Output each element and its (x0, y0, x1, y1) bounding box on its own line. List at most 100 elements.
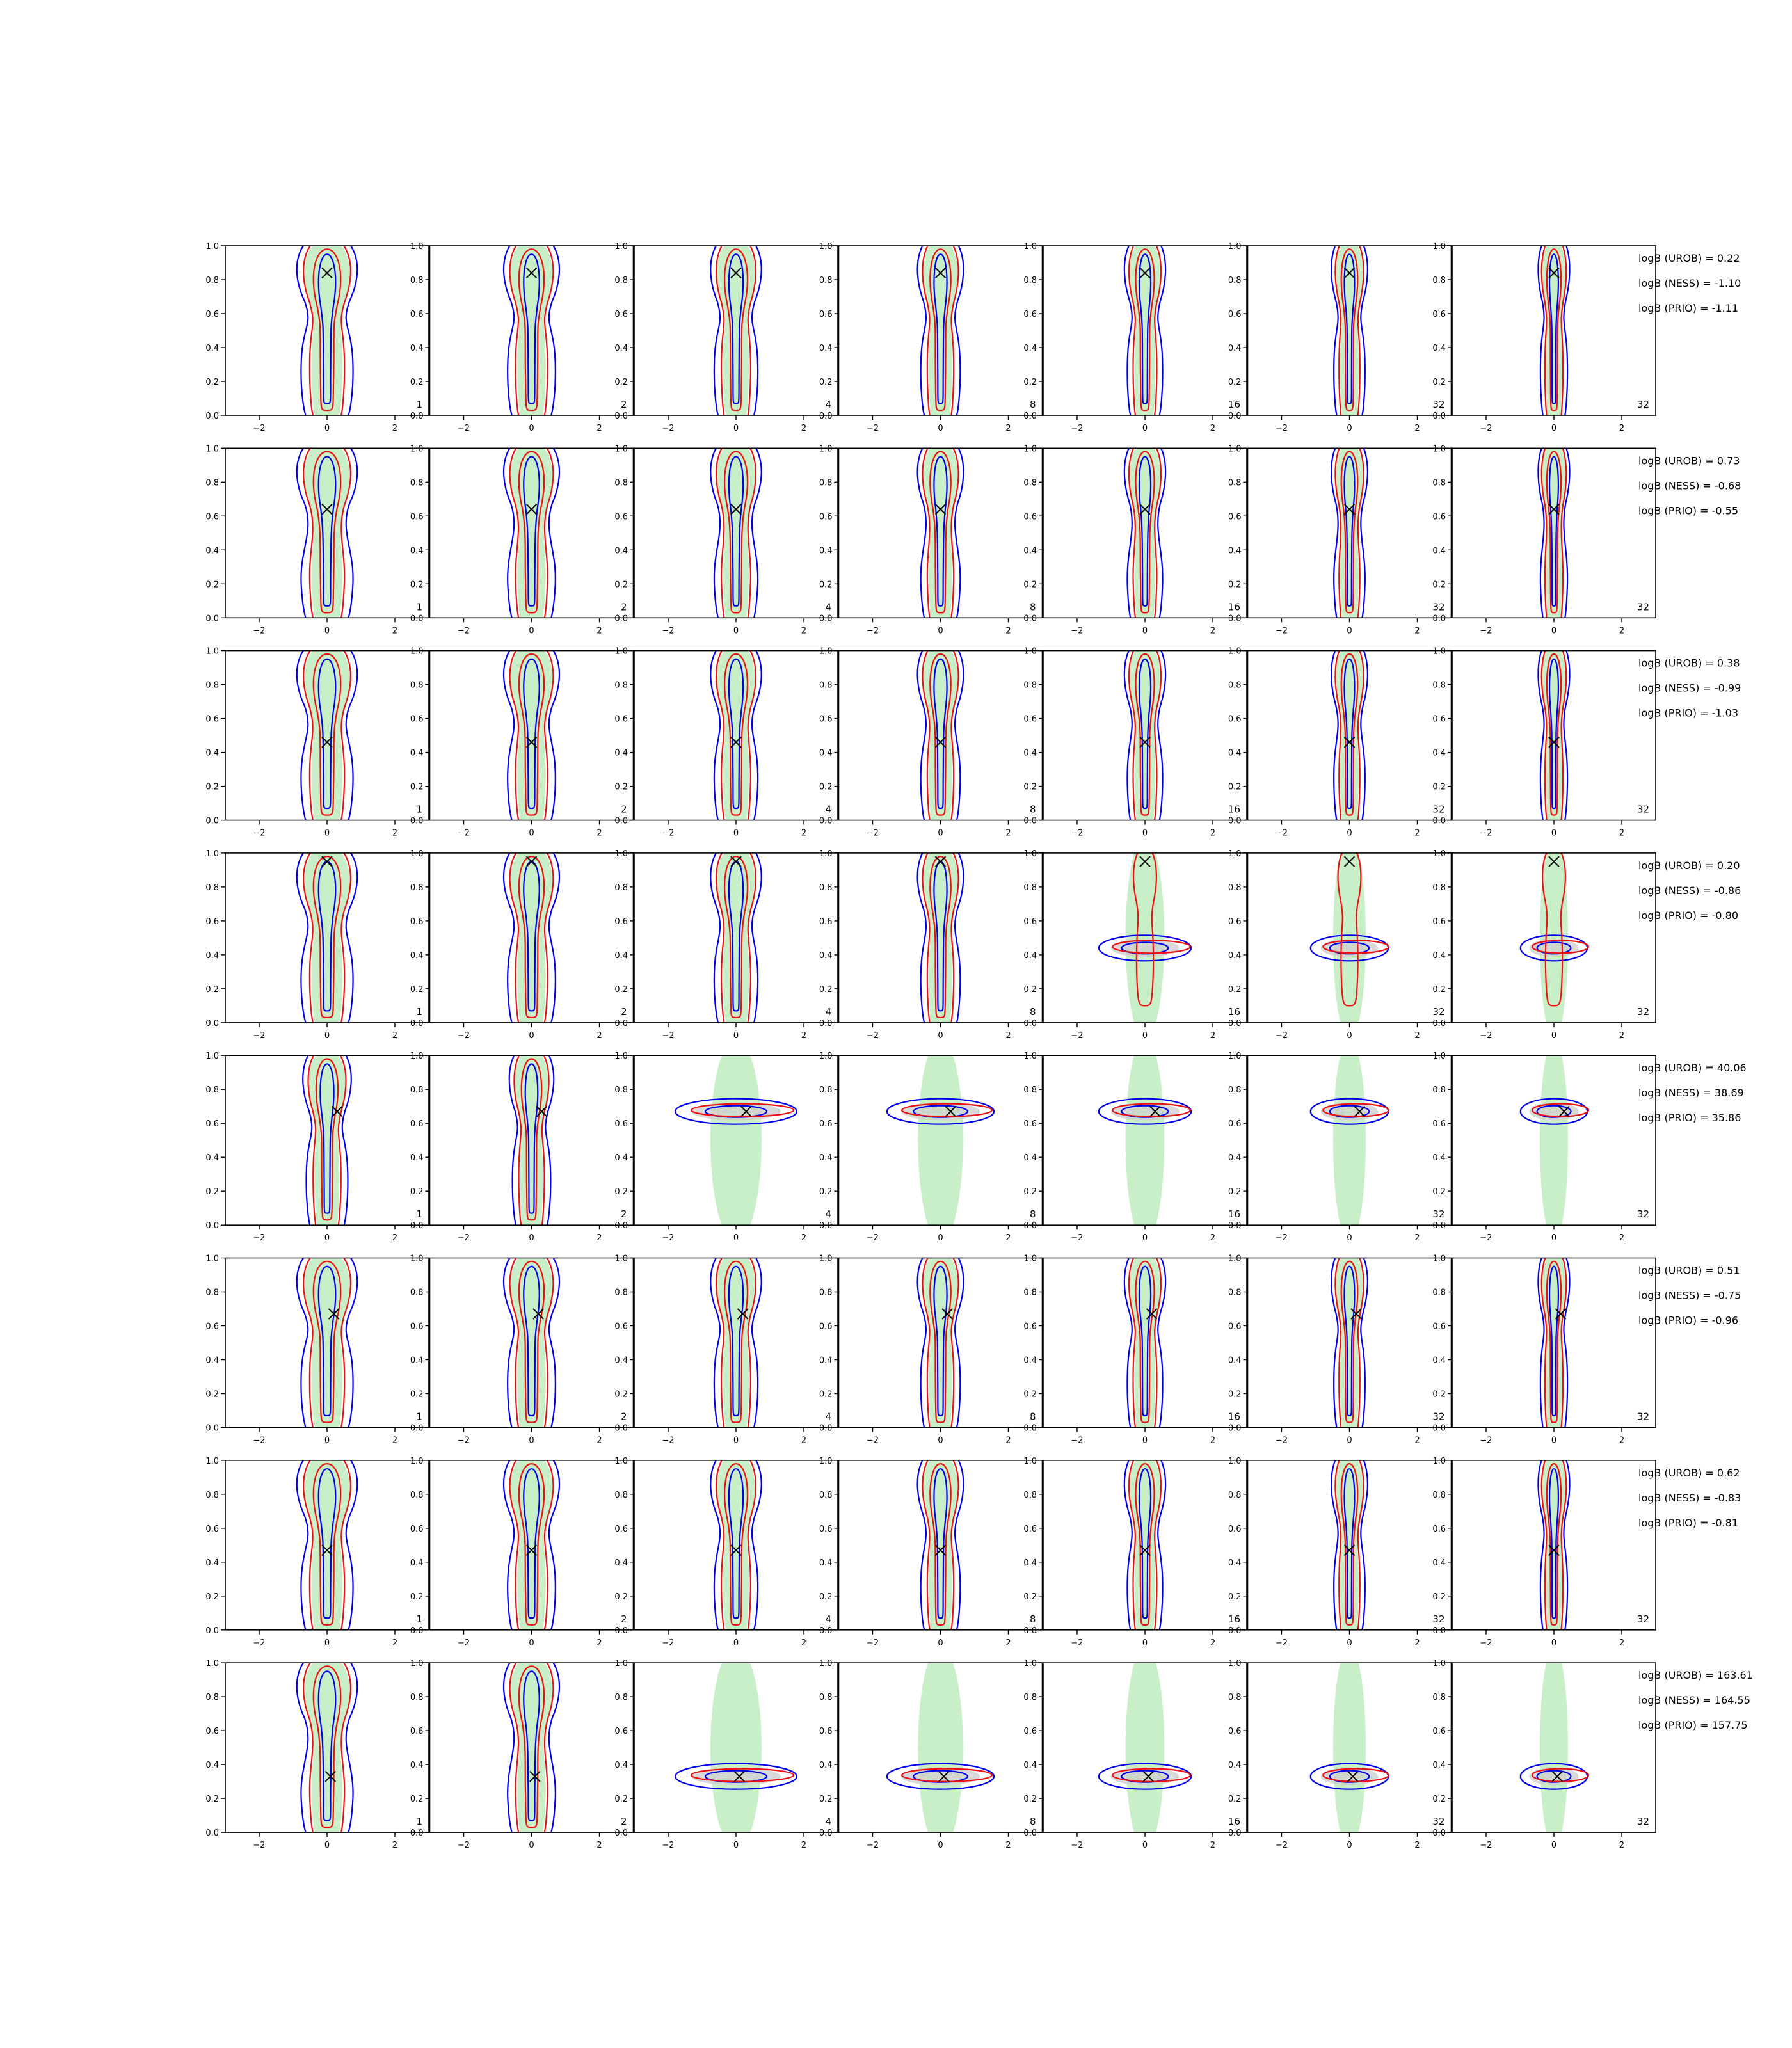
green-density (308, 1055, 346, 1226)
panel-contours (502, 852, 561, 1023)
green-density (510, 1663, 553, 1833)
y-tick-label: 0.2 (1228, 783, 1242, 792)
y-tick-label: 0.8 (205, 1288, 219, 1298)
red-contour-inner (1340, 1462, 1359, 1626)
y-tick-label: 0.6 (205, 715, 219, 724)
green-density (1332, 1055, 1366, 1226)
y-tick-label: 0.6 (205, 512, 219, 522)
panel-contours (1123, 650, 1167, 820)
panel-count-label: 32 (1432, 1006, 1444, 1018)
blue-contour-inner (1343, 456, 1356, 607)
truth-marker (328, 1308, 340, 1320)
x-tick-label: 0 (1551, 424, 1556, 433)
red-contour-inner (1337, 852, 1362, 1007)
truth-marker (1142, 1770, 1155, 1782)
blue-contour-inner (317, 253, 337, 404)
y-tick-label: 0.4 (1023, 1153, 1037, 1163)
panel-r2-c6: 0.0 0.2 0.4 0.6 0.8 1.0 −2 0 2 32 (1228, 444, 1452, 636)
panel-contours (710, 1460, 762, 1630)
y-tick-label: 0.8 (1432, 1288, 1446, 1298)
y-tick-label: 0.2 (205, 580, 219, 589)
panel-count-label: 16 (1228, 1208, 1240, 1220)
x-tick-label: 0 (1347, 1638, 1352, 1648)
panel-r7-c1: 0.0 0.2 0.4 0.6 0.8 1.0 −2 0 2 1 (205, 1457, 429, 1648)
red-contour-outer (1112, 940, 1191, 954)
blue-contour-outer (710, 448, 762, 618)
green-density (1336, 650, 1363, 820)
green-density (717, 246, 755, 415)
panel-count-label: 1 (416, 601, 422, 612)
red-contour-inner (1542, 852, 1566, 1007)
x-tick-label: −2 (1071, 1031, 1083, 1041)
logb-annotation: logB (PRIO) = -1.03 (1638, 707, 1738, 719)
logb-annotation: logB (UROB) = 0.73 (1638, 454, 1740, 467)
y-tick-label: 0.6 (614, 1119, 628, 1129)
blue-contour-outer (502, 1258, 561, 1428)
y-tick-label: 0.2 (1023, 1390, 1037, 1400)
y-tick-label: 0.0 (614, 1424, 628, 1434)
x-tick-label: 0 (324, 1638, 330, 1648)
panel-r1-c7: 0.0 0.2 0.4 0.6 0.8 1.0 −2 0 2 32 (1432, 242, 1656, 433)
x-tick-label: −2 (253, 829, 265, 838)
red-contour-outer (716, 246, 756, 415)
x-tick-label: 0 (938, 626, 943, 636)
panel-r1-c5: 0.0 0.2 0.4 0.6 0.8 1.0 −2 0 2 16 (1023, 242, 1247, 433)
panel-count-label: 2 (621, 399, 627, 410)
truth-marker (730, 856, 742, 867)
panel-count-label: 4 (825, 399, 831, 410)
red-contour-outer (1334, 650, 1364, 820)
panel-count-label: 32 (1637, 1816, 1649, 1827)
truth-marker (1548, 736, 1560, 748)
y-tick-label: 0.0 (1228, 614, 1242, 623)
panel-r8-c3: 0.0 0.2 0.4 0.6 0.8 1.0 −2 0 2 4 (614, 1659, 838, 1850)
y-tick-label: 0.0 (614, 1019, 628, 1028)
y-tick-label: 1.0 (1228, 849, 1242, 859)
panel-count-label: 16 (1228, 1006, 1240, 1018)
panel-count-label: 32 (1637, 1006, 1649, 1018)
logb-annotation: logB (PRIO) = -0.96 (1638, 1315, 1738, 1327)
y-tick-label: 1.0 (1432, 1659, 1446, 1668)
x-tick-label: 2 (1005, 424, 1011, 433)
y-tick-label: 0.8 (614, 276, 628, 285)
y-tick-label: 0.2 (1228, 985, 1242, 995)
logb-annotation: logB (PRIO) = -0.55 (1638, 504, 1738, 516)
y-tick-label: 0.6 (614, 1727, 628, 1736)
y-tick-label: 0.6 (1432, 715, 1446, 724)
y-tick-label: 0.0 (410, 614, 424, 623)
red-contour-inner (929, 1260, 952, 1423)
blue-contour-inner (728, 1265, 744, 1417)
truth-marker (1548, 267, 1560, 279)
red-contour-inner (1135, 1260, 1155, 1423)
y-tick-label: 1.0 (819, 242, 833, 252)
y-tick-label: 0.2 (1023, 783, 1037, 792)
blue-contour-inner (1329, 1105, 1370, 1118)
truth-marker (1558, 1105, 1570, 1117)
y-tick-label: 0.2 (205, 1592, 219, 1602)
x-tick-label: −2 (253, 1638, 265, 1648)
y-tick-label: 0.8 (1432, 478, 1446, 488)
y-tick-label: 0.8 (205, 681, 219, 691)
green-density (1336, 246, 1363, 415)
green-density (1129, 246, 1161, 415)
red-contour-outer (922, 1258, 959, 1428)
y-tick-label: 0.2 (410, 985, 424, 995)
blue-contour-outer (916, 1258, 964, 1428)
y-tick-label: 0.2 (819, 783, 833, 792)
y-tick-label: 1.0 (614, 1254, 628, 1264)
y-tick-label: 0.8 (1432, 1491, 1446, 1500)
y-tick-label: 0.6 (410, 1727, 424, 1736)
y-tick-label: 1.0 (614, 242, 628, 252)
y-tick-label: 0.8 (819, 1085, 833, 1095)
x-tick-label: −2 (1276, 1436, 1288, 1446)
blue-contour-outer (1123, 246, 1167, 415)
x-tick-label: 2 (1005, 626, 1011, 636)
panel-contours (296, 650, 358, 820)
red-contour-outer (1322, 1103, 1389, 1117)
x-tick-label: 2 (801, 1638, 806, 1648)
red-contour-inner (724, 1260, 748, 1423)
red-contour-outer (1112, 1768, 1191, 1782)
y-tick-label: 0.6 (1432, 1524, 1446, 1534)
green-density (1125, 1663, 1165, 1833)
truth-marker (1548, 503, 1560, 515)
y-tick-label: 0.8 (819, 1693, 833, 1702)
